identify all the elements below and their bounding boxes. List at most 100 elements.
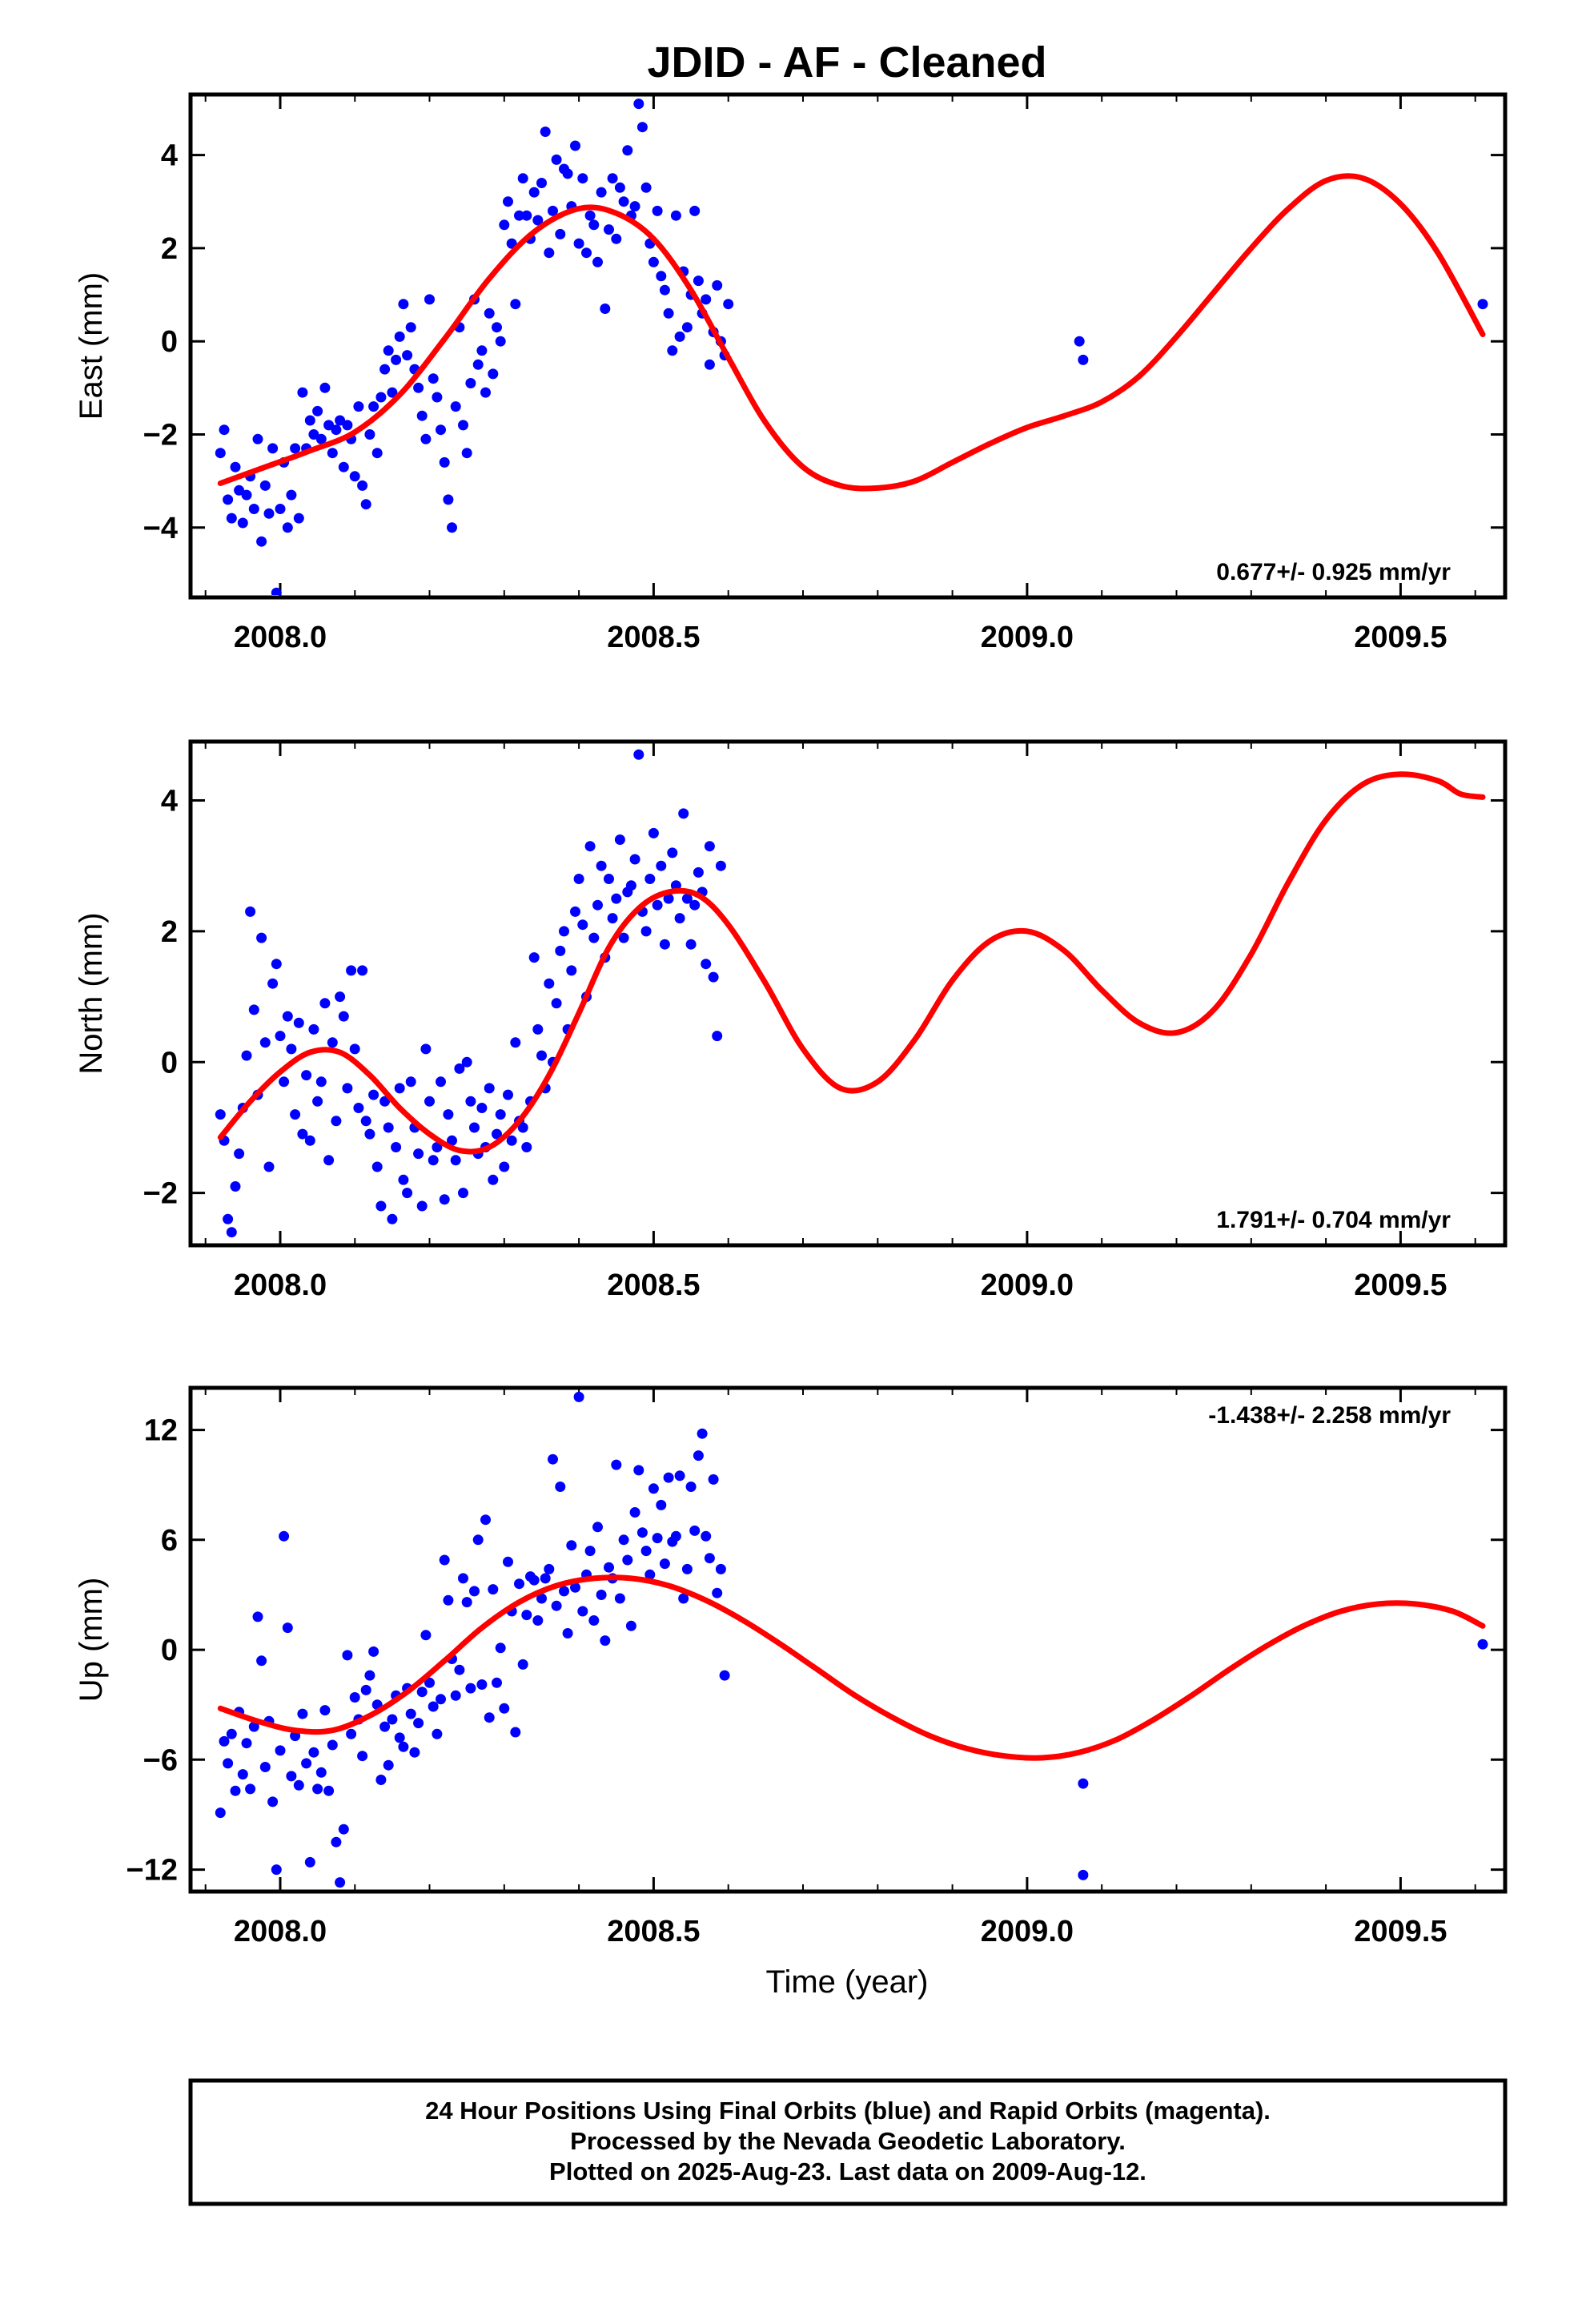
east-data-point bbox=[584, 210, 596, 221]
up-data-point bbox=[368, 1646, 379, 1657]
north-data-point bbox=[297, 1128, 308, 1140]
up-data-point bbox=[432, 1728, 443, 1739]
north-fit-curve bbox=[217, 771, 1486, 1155]
east-data-point bbox=[488, 368, 499, 380]
north-data-point bbox=[301, 1070, 312, 1081]
north-y-tick-label: 2 bbox=[161, 915, 178, 949]
up-data-point bbox=[1477, 1638, 1488, 1650]
east-data-point bbox=[618, 196, 629, 207]
north-data-point bbox=[592, 899, 603, 911]
north-data-layer bbox=[215, 749, 1486, 1238]
up-data-point bbox=[458, 1573, 468, 1584]
east-data-point bbox=[447, 522, 457, 533]
east-data-point bbox=[581, 247, 592, 259]
east-y-tick-label: 4 bbox=[161, 139, 178, 173]
up-data-point bbox=[443, 1594, 454, 1606]
up-data-point bbox=[708, 1474, 719, 1485]
up-data-point bbox=[517, 1659, 528, 1670]
east-data-point bbox=[290, 443, 301, 454]
north-data-point bbox=[551, 998, 562, 1009]
north-data-point bbox=[443, 1109, 454, 1120]
east-data-point bbox=[648, 256, 659, 267]
east-y-tick-label: 0 bbox=[161, 325, 178, 359]
north-y-tick-label: −2 bbox=[143, 1177, 178, 1211]
east-data-point bbox=[652, 205, 663, 216]
north-data-point bbox=[506, 1135, 517, 1146]
east-data-point bbox=[1477, 299, 1488, 310]
east-data-point bbox=[219, 424, 230, 436]
north-data-point bbox=[379, 1096, 391, 1107]
north-data-point bbox=[286, 1043, 297, 1055]
east-data-point bbox=[402, 350, 413, 361]
up-data-point bbox=[342, 1650, 353, 1661]
up-x-tick-label: 2009.5 bbox=[1354, 1915, 1447, 1948]
north-data-point bbox=[701, 959, 712, 970]
north-x-tick-label: 2008.0 bbox=[234, 1269, 327, 1302]
up-data-point bbox=[267, 1796, 279, 1807]
up-data-point bbox=[484, 1712, 495, 1723]
north-data-point bbox=[234, 1148, 245, 1160]
north-data-point bbox=[618, 932, 629, 943]
north-x-tick-label: 2009.5 bbox=[1354, 1269, 1447, 1302]
up-data-point bbox=[577, 1606, 588, 1617]
chart-title: JDID - AF - Cleaned bbox=[647, 38, 1046, 86]
east-data-point bbox=[592, 256, 603, 267]
north-data-point bbox=[282, 1011, 293, 1022]
east-data-point bbox=[215, 448, 226, 459]
north-data-point bbox=[323, 1155, 335, 1166]
north-data-point bbox=[499, 1161, 510, 1172]
up-data-point bbox=[693, 1450, 704, 1462]
up-data-point bbox=[559, 1586, 569, 1597]
up-data-point bbox=[357, 1751, 368, 1762]
east-data-point bbox=[252, 433, 263, 444]
east-data-point bbox=[640, 182, 652, 193]
up-data-point bbox=[219, 1735, 230, 1747]
up-y-tick-label: 12 bbox=[144, 1414, 178, 1448]
north-data-point bbox=[566, 965, 577, 976]
north-data-point bbox=[428, 1155, 439, 1166]
up-data-point bbox=[633, 1465, 644, 1476]
east-data-point bbox=[614, 182, 625, 193]
east-data-point bbox=[234, 485, 245, 496]
north-data-point bbox=[528, 952, 540, 963]
east-data-point bbox=[226, 513, 237, 524]
north-data-point bbox=[364, 1128, 375, 1140]
east-data-layer bbox=[215, 99, 1488, 595]
east-data-point bbox=[588, 219, 600, 231]
north-data-point bbox=[611, 893, 622, 904]
up-data-point bbox=[349, 1692, 360, 1703]
x-axis-label: Time (year) bbox=[766, 1964, 929, 2000]
up-data-point bbox=[697, 1428, 708, 1439]
north-frame bbox=[188, 739, 1508, 1248]
north-data-point bbox=[368, 1089, 379, 1100]
east-data-point bbox=[514, 210, 524, 221]
up-data-point bbox=[659, 1558, 670, 1570]
up-data-point bbox=[379, 1721, 391, 1732]
up-x-tick-label: 2008.0 bbox=[234, 1915, 327, 1948]
north-data-point bbox=[349, 1043, 360, 1055]
footer-line-2: Processed by the Nevada Geodetic Laborat… bbox=[570, 2127, 1126, 2155]
north-data-point bbox=[357, 965, 368, 976]
up-data-point bbox=[596, 1590, 607, 1600]
up-x-tick-label: 2009.0 bbox=[981, 1915, 1074, 1948]
up-data-point bbox=[528, 1574, 540, 1586]
up-data-point bbox=[271, 1864, 282, 1876]
up-data-point bbox=[588, 1615, 600, 1626]
up-data-point bbox=[640, 1546, 652, 1557]
up-data-point bbox=[712, 1587, 723, 1598]
east-data-point bbox=[237, 517, 248, 529]
east-data-point bbox=[465, 378, 476, 388]
north-data-point bbox=[488, 1174, 499, 1185]
up-data-point bbox=[223, 1758, 234, 1769]
east-data-point bbox=[510, 299, 521, 310]
east-data-point bbox=[256, 536, 267, 547]
north-data-point bbox=[398, 1174, 409, 1185]
north-data-point bbox=[256, 932, 267, 943]
up-data-point bbox=[383, 1759, 394, 1771]
up-data-point bbox=[338, 1823, 349, 1835]
up-data-point bbox=[439, 1554, 450, 1566]
north-data-point bbox=[712, 1031, 723, 1042]
east-data-point bbox=[230, 461, 241, 472]
north-data-point bbox=[342, 1083, 353, 1094]
